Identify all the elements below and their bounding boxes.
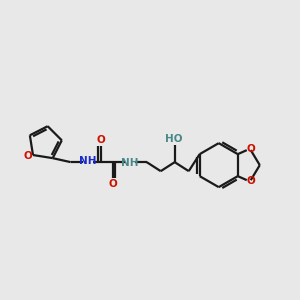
- Text: O: O: [108, 179, 117, 189]
- Text: NH: NH: [79, 156, 97, 166]
- Text: NH: NH: [121, 158, 139, 168]
- Text: O: O: [246, 176, 255, 186]
- Text: O: O: [96, 135, 105, 145]
- Text: HO: HO: [165, 134, 182, 144]
- Text: O: O: [24, 151, 32, 161]
- Text: O: O: [246, 144, 255, 154]
